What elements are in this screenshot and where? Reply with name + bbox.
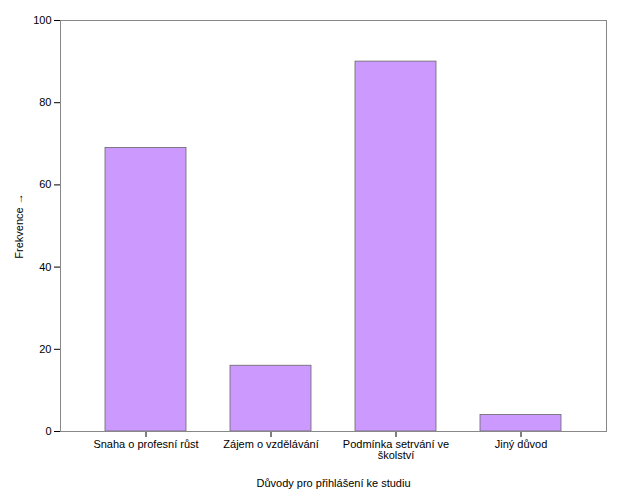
svg-text:0: 0 [45, 425, 51, 437]
svg-text:40: 40 [39, 261, 51, 273]
svg-text:Frekvence →: Frekvence → [13, 193, 25, 258]
svg-text:80: 80 [39, 96, 51, 108]
svg-text:Zájem o vzdělávání: Zájem o vzdělávání [223, 438, 318, 450]
svg-text:100: 100 [33, 14, 51, 26]
svg-text:20: 20 [39, 343, 51, 355]
svg-text:Důvody pro přihlášení ke studi: Důvody pro přihlášení ke studiu [256, 477, 410, 489]
svg-text:60: 60 [39, 178, 51, 190]
svg-text:Jiný důvod: Jiný důvod [495, 438, 548, 450]
svg-text:Podmínka setrvání veškolství: Podmínka setrvání veškolství [343, 438, 449, 461]
svg-text:Snaha o profesní růst: Snaha o profesní růst [93, 438, 198, 450]
